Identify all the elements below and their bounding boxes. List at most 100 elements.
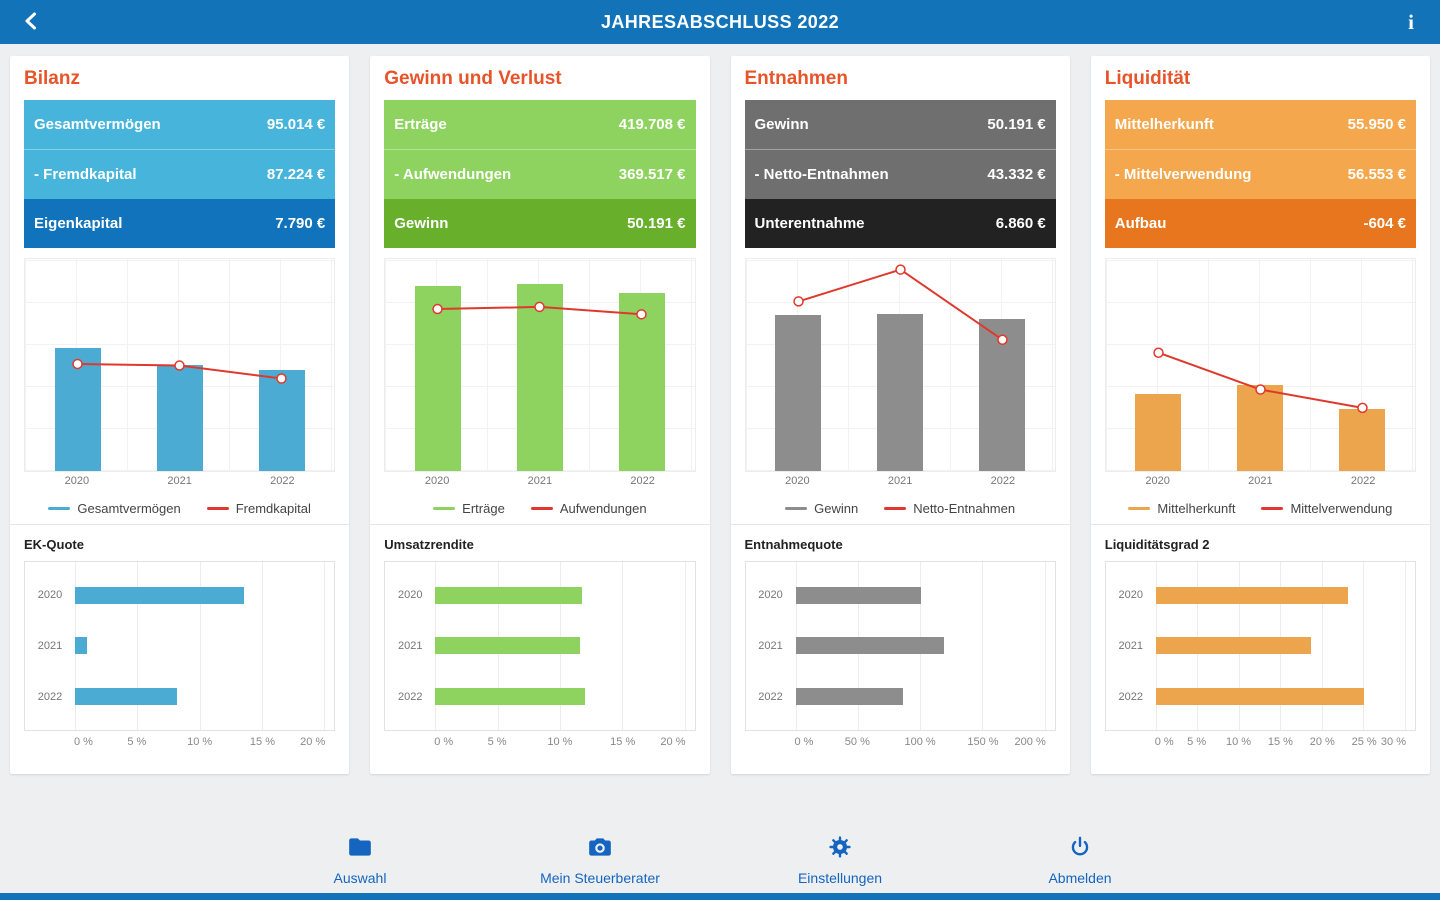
legend-label: Aufwendungen xyxy=(559,501,647,516)
summary-label: Eigenkapital xyxy=(34,215,123,232)
nav-item-abmelden[interactable]: Abmelden xyxy=(960,833,1200,887)
summary-row: Mittelherkunft 55.950 € xyxy=(1104,100,1416,149)
summary-row: - Fremdkapital 87.224 € xyxy=(24,149,336,199)
line-series-swatch xyxy=(884,507,907,510)
summary-row: - Mittelverwendung 56.553 € xyxy=(1104,149,1416,199)
summary-label: - Netto-Entnahmen xyxy=(754,166,889,183)
ratio-bar xyxy=(795,637,944,655)
trend-legend: Erträge Aufwendungen xyxy=(384,501,695,516)
panel-title: Liquidität xyxy=(1104,68,1191,89)
ratio-rows: 2020 2021 2022 xyxy=(1106,562,1415,730)
back-button[interactable] xyxy=(16,5,48,40)
ratio-chart: 2020 2021 2022 xyxy=(744,561,1056,731)
page-title: JAHRESABSCHLUSS 2022 xyxy=(600,11,840,32)
x-tick-label: 2020 xyxy=(64,475,90,487)
bar-series-swatch xyxy=(1128,507,1151,510)
panel-title: Bilanz xyxy=(24,68,80,89)
x-tick-label: 0 % xyxy=(794,736,814,748)
summary-row: Gewinn 50.191 € xyxy=(384,199,696,248)
trend-bar xyxy=(156,365,203,471)
x-tick-label: 10 % xyxy=(187,736,213,748)
x-tick-label: 10 % xyxy=(547,736,573,748)
divider xyxy=(730,524,1070,525)
ratio-rows: 2020 2021 2022 xyxy=(385,562,694,730)
trend-bar xyxy=(877,314,924,471)
line-series-swatch xyxy=(1261,507,1284,510)
trend-xlabels: 2020 2021 2022 xyxy=(24,475,335,493)
ratio-bar xyxy=(1155,688,1365,706)
y-tick-label: 2022 xyxy=(37,690,63,703)
trend-line-chart xyxy=(72,358,287,384)
line-point xyxy=(174,360,185,371)
power-icon xyxy=(1067,834,1093,863)
summary-value: 50.191 € xyxy=(627,215,686,232)
x-tick-label: 2021 xyxy=(1248,475,1273,487)
summary-row: - Aufwendungen 369.517 € xyxy=(384,149,696,199)
bar-series-swatch xyxy=(48,507,71,510)
panel-gewinn-und-verlust: Gewinn und Verlust Erträge 419.708 € - A… xyxy=(370,56,710,774)
x-tick-label: 2022 xyxy=(1350,475,1376,487)
gear-icon xyxy=(827,834,853,863)
legend-label: Mittelverwendung xyxy=(1290,501,1393,516)
nav-item-auswahl[interactable]: Auswahl xyxy=(240,833,480,887)
summary-label: - Fremdkapital xyxy=(34,166,137,183)
summary-row: Eigenkapital 7.790 € xyxy=(24,199,336,248)
folder-icon xyxy=(347,834,373,863)
nav-label: Abmelden xyxy=(1048,870,1112,886)
trend-xlabels: 2020 2021 2022 xyxy=(384,475,695,493)
line-point xyxy=(276,373,287,384)
ratio-row: 2020 xyxy=(746,586,1045,604)
panel-entnahmen: Entnahmen Gewinn 50.191 € - Netto-Entnah… xyxy=(730,56,1070,774)
gridline xyxy=(1363,562,1365,730)
summary-label: Unterentnahme xyxy=(754,215,865,232)
trend-bar xyxy=(1135,394,1182,471)
legend-item: Gewinn xyxy=(785,501,858,516)
gridline xyxy=(137,562,139,730)
line-point xyxy=(1255,384,1266,395)
summary-value: -604 € xyxy=(1363,215,1406,232)
summary-row: Gewinn 50.191 € xyxy=(744,100,1056,149)
ratio-track xyxy=(435,637,684,655)
summary-row: Gesamtvermögen 95.014 € xyxy=(24,100,336,149)
bottom-navigation: Auswahl Mein Steuerberater xyxy=(0,774,1440,893)
x-tick-label: 2022 xyxy=(270,475,295,487)
trend-bar xyxy=(775,315,822,471)
info-button[interactable]: i xyxy=(1398,8,1424,37)
x-tick-label: 2020 xyxy=(1145,475,1170,487)
line-point xyxy=(1356,402,1368,414)
x-tick-label: 15 % xyxy=(1267,736,1293,748)
ratio-track xyxy=(75,688,324,706)
summary-value: 55.950 € xyxy=(1347,116,1406,133)
divider xyxy=(10,524,350,525)
x-tick-label: 2021 xyxy=(527,475,553,487)
bar-series-swatch xyxy=(433,507,456,510)
ratio-track xyxy=(75,637,324,655)
x-tick-label: 25 % xyxy=(1351,736,1377,748)
summary-label: - Mittelverwendung xyxy=(1114,166,1252,183)
nav-item-mein-steuerberater[interactable]: Mein Steuerberater xyxy=(480,833,720,887)
y-tick-label: 2020 xyxy=(37,589,63,602)
x-tick-label: 2021 xyxy=(887,475,913,487)
x-tick-label: 2022 xyxy=(990,475,1016,487)
ratio-row: 2020 xyxy=(1106,586,1405,604)
ratio-track xyxy=(1155,688,1405,706)
info-icon: i xyxy=(1408,9,1414,34)
summary-label: Gewinn xyxy=(394,215,449,232)
ratio-track xyxy=(1155,586,1405,604)
legend-label: Netto-Entnahmen xyxy=(913,501,1016,516)
ratio-row: 2021 xyxy=(1106,637,1405,655)
ratio-row: 2021 xyxy=(385,637,684,655)
panel-liquiditaet: Liquidität Mittelherkunft 55.950 € - Mit… xyxy=(1090,56,1430,774)
x-tick-label: 5 % xyxy=(487,736,507,748)
nav-item-einstellungen[interactable]: Einstellungen xyxy=(720,833,960,887)
trend-legend: Gesamtvermögen Fremdkapital xyxy=(24,501,335,516)
ratio-track xyxy=(795,688,1045,706)
ratio-row: 2020 xyxy=(385,586,684,604)
summary-row: Erträge 419.708 € xyxy=(384,100,696,149)
trend-legend: Gewinn Netto-Entnahmen xyxy=(745,501,1056,516)
ratio-rows: 2020 2021 2022 xyxy=(746,562,1055,730)
chevron-left-icon xyxy=(20,9,44,36)
legend-label: Mittelherkunft xyxy=(1157,501,1236,516)
ratio-row: 2022 xyxy=(385,688,684,706)
ratio-bar xyxy=(795,586,922,604)
